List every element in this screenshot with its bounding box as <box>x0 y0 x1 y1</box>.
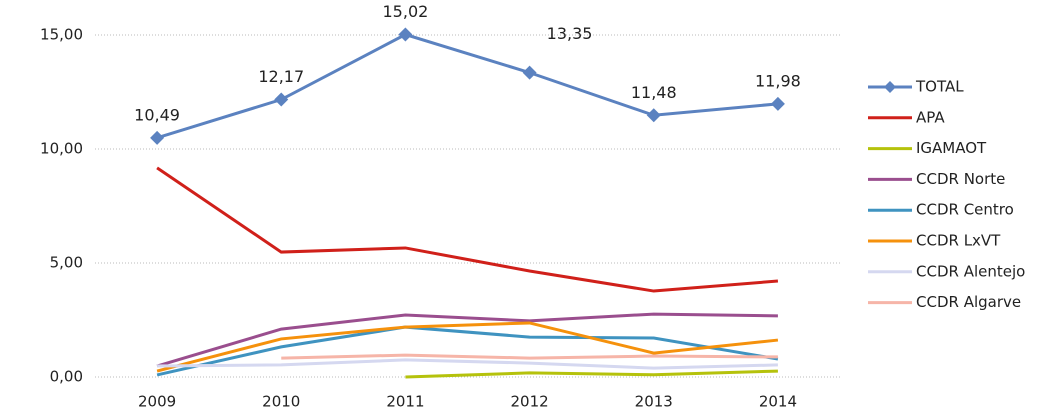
marker <box>274 92 289 107</box>
legend-label: TOTAL <box>915 78 964 96</box>
legend-label: APA <box>916 108 945 126</box>
marker <box>398 27 413 42</box>
y-tick-label: 10,00 <box>40 140 83 158</box>
legend-label: CCDR Alentejo <box>916 262 1025 280</box>
series-line <box>156 312 778 368</box>
x-tick-label: 2014 <box>759 393 797 411</box>
data-label: 13,35 <box>547 24 593 43</box>
marker <box>522 65 537 80</box>
x-tick-label: 2013 <box>635 393 673 411</box>
y-tick-label: 15,00 <box>40 26 83 44</box>
series-line <box>156 325 779 377</box>
x-tick-label: 2009 <box>138 393 176 411</box>
x-tick-label: 2011 <box>386 393 424 411</box>
data-label: 11,98 <box>755 71 801 90</box>
marker <box>646 108 661 123</box>
legend-label: CCDR Centro <box>916 201 1014 219</box>
data-label: 10,49 <box>134 105 180 124</box>
data-label: 11,48 <box>631 83 677 102</box>
data-label: 15,02 <box>383 2 429 21</box>
legend-label: CCDR LxVT <box>916 232 1001 250</box>
x-tick-label: 2012 <box>510 393 548 411</box>
series-line <box>405 369 778 379</box>
legend-marker <box>884 81 896 93</box>
legend-label: CCDR Algarve <box>916 293 1021 311</box>
marker <box>770 96 785 111</box>
marker <box>150 130 165 145</box>
series-line <box>281 353 778 360</box>
series-line <box>157 358 778 370</box>
y-tick-label: 5,00 <box>50 254 83 272</box>
legend-label: IGAMAOT <box>916 139 987 157</box>
y-tick-label: 0,00 <box>50 368 83 386</box>
series-line <box>156 321 779 373</box>
x-tick-label: 2010 <box>262 393 300 411</box>
legend-label: CCDR Norte <box>916 170 1005 188</box>
series-line <box>156 166 779 293</box>
series-line <box>156 32 779 140</box>
data-label: 12,17 <box>258 67 304 86</box>
